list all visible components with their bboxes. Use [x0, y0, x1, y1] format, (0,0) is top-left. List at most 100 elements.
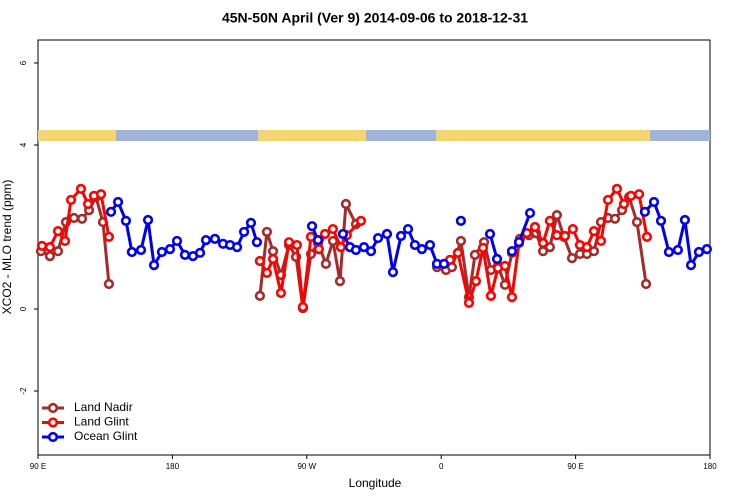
point [685, 260, 697, 271]
point [261, 267, 273, 279]
x-axis-label: Longitude [349, 476, 402, 490]
point [350, 244, 362, 256]
point [648, 196, 660, 208]
point [59, 235, 71, 247]
point [358, 241, 370, 253]
point [566, 253, 578, 264]
ocean-band [38, 130, 710, 141]
point [65, 194, 77, 206]
land-band [436, 130, 650, 141]
point [164, 244, 176, 255]
point [327, 223, 339, 235]
point [625, 190, 637, 201]
point [148, 260, 160, 271]
legend-label: Land Glint [74, 415, 129, 429]
point [231, 241, 243, 253]
point [171, 235, 183, 247]
point [372, 232, 384, 244]
point [103, 278, 115, 290]
point [455, 235, 467, 247]
x-tick-label: 90 E [567, 462, 583, 471]
point [52, 246, 64, 257]
x-tick-label: 180 [166, 462, 180, 471]
point [693, 246, 705, 258]
point [340, 198, 352, 210]
point [595, 235, 607, 247]
point [335, 241, 346, 253]
point [254, 255, 266, 267]
point [95, 189, 107, 200]
point [355, 215, 367, 226]
point [68, 212, 80, 224]
point [142, 214, 154, 226]
point [609, 213, 621, 224]
point [105, 206, 117, 217]
point [641, 231, 653, 242]
x-tick-label: 0 [439, 462, 444, 471]
point [655, 215, 667, 226]
point [551, 230, 563, 241]
point [477, 242, 489, 254]
point [544, 241, 556, 253]
point [381, 228, 393, 240]
point [679, 214, 691, 226]
point [297, 301, 309, 313]
point [120, 215, 132, 226]
point [529, 221, 541, 233]
point [267, 246, 279, 257]
point [469, 249, 481, 260]
point [179, 249, 191, 260]
point [44, 251, 56, 262]
point [365, 246, 377, 257]
series [105, 196, 712, 278]
point [76, 213, 88, 224]
y-axis-label: XCO2 - MLO trend (ppm) [0, 180, 14, 315]
point [36, 240, 48, 251]
point [544, 215, 556, 226]
point [567, 223, 579, 235]
x-tick-label: 90 W [297, 462, 316, 471]
point [470, 276, 482, 287]
point [313, 244, 324, 255]
point [275, 287, 287, 299]
point [506, 292, 518, 303]
point [291, 239, 303, 251]
point [238, 226, 250, 238]
point [209, 233, 221, 244]
point [618, 198, 630, 210]
point [82, 198, 94, 210]
point [52, 225, 64, 237]
point [251, 237, 263, 248]
y-tick-label: 4 [19, 142, 28, 147]
point [44, 241, 56, 253]
legend-label: Land Nadir [74, 400, 133, 414]
point [267, 253, 279, 265]
point [200, 235, 212, 246]
y-tick-label: -2 [19, 387, 28, 395]
point [663, 246, 675, 258]
x-tick-label: 90 E [30, 462, 46, 471]
legend-marker [47, 417, 59, 428]
legend-label: Ocean Glint [74, 429, 138, 443]
point [334, 276, 346, 287]
point [387, 267, 399, 278]
point [112, 196, 124, 208]
land-band [38, 130, 116, 141]
point [639, 206, 650, 217]
point [463, 297, 475, 308]
point [640, 278, 652, 290]
point [312, 235, 324, 246]
point [438, 258, 450, 270]
point [126, 246, 138, 258]
point [283, 237, 295, 248]
point [588, 246, 600, 257]
point [537, 237, 549, 249]
point [261, 226, 273, 238]
point [499, 260, 511, 272]
point [416, 244, 428, 255]
y-tick-label: 0 [19, 306, 28, 311]
point [551, 210, 563, 221]
series [36, 183, 653, 313]
point [452, 247, 464, 258]
